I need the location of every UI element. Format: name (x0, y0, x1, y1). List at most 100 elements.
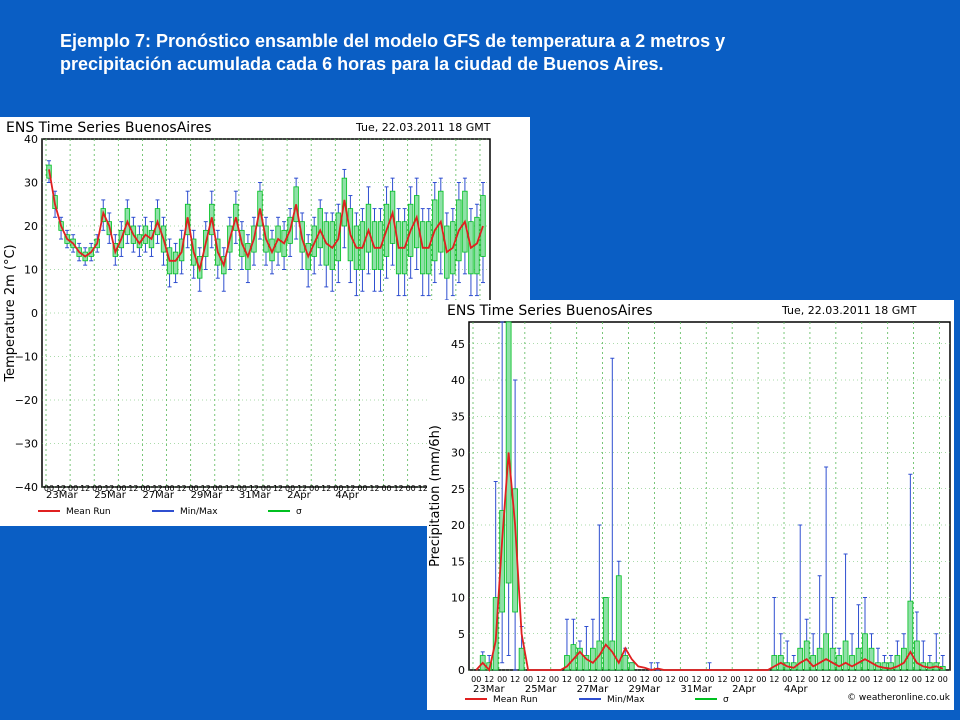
x-hour-label: 00 (808, 675, 818, 684)
x-date-label: 31Mar (680, 684, 712, 695)
x-hour-label: 00 (497, 675, 507, 684)
x-hour-label: 00 (678, 675, 688, 684)
sigma-box (577, 647, 583, 671)
x-hour-label: 12 (588, 675, 598, 684)
sigma-box (615, 575, 622, 671)
sigma-box (810, 655, 817, 671)
sigma-box (317, 208, 323, 249)
x-hour-label: 12 (273, 484, 283, 493)
x-date-label: 2Apr (732, 684, 757, 695)
y-tick-label: 0 (458, 664, 465, 677)
sigma-box (907, 600, 914, 671)
x-hour-label: 12 (873, 675, 883, 684)
x-date-label: 4Apr (335, 490, 360, 501)
y-tick-label: 10 (451, 592, 465, 605)
x-hour-label: 12 (225, 484, 235, 493)
slide-title: Ejemplo 7: Pronóstico ensamble del model… (60, 30, 920, 76)
sigma-box (862, 633, 868, 671)
y-tick-label: −40 (15, 481, 38, 494)
x-hour-label: 00 (627, 675, 637, 684)
y-tick-label: 20 (24, 220, 38, 233)
x-hour-label: 00 (285, 484, 295, 493)
y-tick-label: 30 (24, 177, 38, 190)
sigma-box (172, 251, 179, 275)
y-tick-label: 20 (451, 519, 465, 532)
x-date-label: 23Mar (46, 490, 78, 501)
sigma-box (868, 647, 875, 671)
x-hour-label: 00 (782, 675, 792, 684)
x-hour-label: 00 (756, 675, 766, 684)
x-hour-label: 00 (261, 484, 271, 493)
precipitation-chart-panel: ENS Time Series BuenosAires Tue, 22.03.20… (427, 300, 954, 710)
x-hour-label: 12 (249, 484, 259, 493)
x-hour-label: 12 (80, 484, 90, 493)
x-hour-label: 12 (691, 675, 701, 684)
x-hour-label: 00 (92, 484, 102, 493)
sigma-box (622, 655, 629, 671)
y-axis-label: Precipitation (mm/6h) (428, 425, 443, 567)
legend-label: Min/Max (607, 695, 645, 705)
sigma-box (583, 655, 590, 671)
x-hour-label: 12 (743, 675, 753, 684)
sigma-box (771, 655, 778, 671)
x-date-label: 23Mar (473, 684, 505, 695)
legend-label: Mean Run (493, 695, 538, 705)
y-tick-label: 10 (24, 264, 38, 277)
x-date-label: 4Apr (784, 684, 809, 695)
x-hour-label: 00 (471, 675, 481, 684)
x-date-label: 29Mar (629, 684, 661, 695)
x-hour-label: 12 (562, 675, 572, 684)
x-hour-label: 00 (164, 484, 174, 493)
y-tick-label: 25 (451, 483, 465, 496)
sigma-box (803, 640, 810, 671)
x-hour-label: 12 (152, 484, 162, 493)
x-hour-label: 12 (821, 675, 831, 684)
x-hour-label: 12 (899, 675, 909, 684)
x-hour-label: 00 (189, 484, 199, 493)
y-axis-label: Temperature 2m (°C) (3, 244, 18, 382)
x-hour-label: 12 (510, 675, 520, 684)
x-hour-label: 12 (104, 484, 114, 493)
sigma-box (602, 597, 609, 671)
x-hour-label: 00 (860, 675, 870, 684)
x-hour-label: 00 (140, 484, 150, 493)
x-hour-label: 12 (614, 675, 624, 684)
sigma-box (849, 655, 855, 671)
x-date-label: 25Mar (94, 490, 126, 501)
x-hour-label: 12 (56, 484, 66, 493)
sigma-box (829, 647, 836, 671)
sigma-box (797, 647, 804, 671)
x-date-label: 2Apr (287, 490, 312, 501)
sigma-box (855, 647, 862, 671)
y-tick-label: −20 (15, 394, 38, 407)
x-hour-label: 00 (834, 675, 844, 684)
x-hour-label: 12 (177, 484, 187, 493)
x-hour-label: 12 (128, 484, 138, 493)
x-hour-label: 00 (704, 675, 714, 684)
y-tick-label: 45 (451, 338, 465, 351)
y-tick-label: −10 (15, 351, 38, 364)
x-hour-label: 12 (847, 675, 857, 684)
x-date-label: 25Mar (525, 684, 557, 695)
x-hour-label: 00 (309, 484, 319, 493)
x-hour-label: 00 (938, 675, 948, 684)
y-tick-label: 40 (451, 374, 465, 387)
x-hour-label: 12 (717, 675, 727, 684)
temperature-chart: ENS Time Series BuenosAires Tue, 22.03.20… (3, 120, 491, 517)
x-hour-label: 12 (640, 675, 650, 684)
x-hour-label: 12 (418, 484, 428, 493)
x-hour-label: 12 (321, 484, 331, 493)
x-hour-label: 00 (912, 675, 922, 684)
sigma-box (512, 488, 518, 613)
x-hour-label: 00 (44, 484, 54, 493)
x-hour-label: 12 (536, 675, 546, 684)
sigma-box (518, 647, 525, 671)
x-date-label: 29Mar (191, 490, 223, 501)
x-date-label: 31Mar (239, 490, 271, 501)
x-hour-label: 00 (68, 484, 78, 493)
y-tick-label: 40 (24, 133, 38, 146)
legend-label: Mean Run (66, 507, 111, 517)
sigma-box (836, 655, 842, 671)
y-tick-label: −30 (15, 438, 38, 451)
sigma-box (590, 647, 596, 671)
